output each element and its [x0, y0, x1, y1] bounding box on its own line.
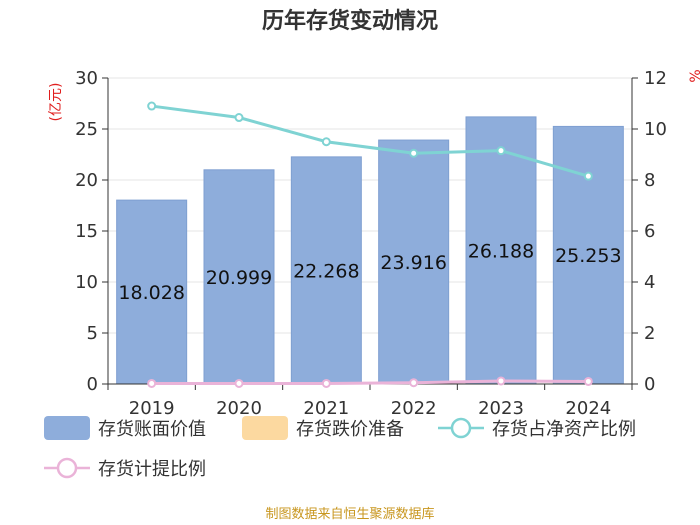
provision-ratio-point-2021	[321, 378, 331, 388]
y-left-unit-label: (亿元)	[48, 83, 64, 122]
net-asset-ratio-point-2019	[147, 101, 157, 111]
legend-label: 存货占净资产比例	[492, 419, 636, 440]
legend-label: 存货账面价值	[98, 419, 206, 440]
legend-item-0[interactable]: 存货账面价值	[44, 416, 206, 440]
provision-ratio-point-2023	[496, 376, 506, 386]
net-asset-ratio-point-2022	[409, 148, 419, 158]
bar-value-label-2020: 20.999	[206, 267, 272, 289]
x-tick-label-2023: 2023	[478, 398, 524, 419]
legend-label: 存货跌价准备	[296, 419, 404, 440]
x-tick-label-2019: 2019	[129, 398, 175, 419]
y-left-tick-label: 5	[87, 323, 98, 344]
bar-2021	[290, 156, 362, 385]
legend-item-1[interactable]: 存货跌价准备	[242, 416, 404, 440]
y-right-tick-label: 6	[644, 221, 655, 242]
net-asset-ratio-point-2020	[234, 113, 244, 123]
x-tick-label-2022: 2022	[391, 398, 437, 419]
y-left-tick-label: 0	[87, 374, 98, 395]
net-asset-ratio-point-2024	[583, 171, 593, 181]
provision-ratio-point-2019	[147, 378, 157, 388]
provision-ratio-point-2024	[583, 376, 593, 386]
label-layer: 18.028 20.999 22.268 23.916 26.188 25.253	[118, 240, 621, 304]
chart-title: 历年存货变动情况	[262, 8, 438, 34]
bar-value-label-2023: 26.188	[468, 240, 534, 262]
x-tick-label-2020: 2020	[216, 398, 262, 419]
net-asset-ratio-point-2021	[321, 137, 331, 147]
line-layer	[147, 101, 593, 388]
legend-item-2[interactable]: 存货占净资产比例	[438, 417, 636, 440]
bar-layer	[116, 116, 624, 385]
legend-swatch-marker	[56, 457, 78, 479]
y-left-tick-label: 20	[75, 170, 98, 191]
axis-layer: 0 5 10 15 20 25 30 0 2 4 6 8 10 12 2019 2020 2021 2022 202…	[75, 68, 667, 419]
y-right-tick-label: 10	[644, 119, 667, 140]
y-right-tick-label: 4	[644, 272, 655, 293]
bar-value-label-2022: 23.916	[380, 252, 446, 274]
bar-2023	[465, 116, 537, 385]
y-left-tick-label: 30	[75, 68, 98, 89]
bar-2020	[203, 169, 275, 385]
net-asset-ratio-line	[151, 104, 589, 178]
net-asset-ratio-point-2023	[496, 146, 506, 156]
y-left-tick-label: 25	[75, 119, 98, 140]
legend-label: 存货计提比例	[98, 459, 206, 480]
y-right-unit-label: %	[688, 69, 700, 82]
y-right-tick-label: 0	[644, 374, 655, 395]
bar-value-label-2021: 22.268	[293, 260, 359, 282]
x-tick-label-2024: 2024	[565, 398, 611, 419]
y-left-tick-label: 15	[75, 221, 98, 242]
bar-value-label-2024: 25.253	[555, 245, 621, 267]
y-right-tick-label: 12	[644, 68, 667, 89]
source-note: 制图数据来自恒生聚源数据库	[265, 506, 434, 522]
provision-ratio-point-2020	[234, 378, 244, 388]
y-right-tick-label: 8	[644, 170, 655, 191]
legend-swatch-marker	[450, 417, 472, 439]
bar-value-label-2019: 18.028	[118, 282, 184, 304]
y-left-tick-label: 10	[75, 272, 98, 293]
legend-swatch	[242, 416, 288, 440]
provision-ratio-line	[151, 379, 589, 385]
x-tick-label-2021: 2021	[303, 398, 349, 419]
provision-ratio-point-2022	[409, 378, 419, 388]
grid-layer	[108, 77, 632, 334]
legend-item-3[interactable]: 存货计提比例	[44, 457, 206, 480]
y-right-tick-label: 2	[644, 323, 655, 344]
legend-swatch	[44, 416, 90, 440]
bar-2022	[378, 139, 450, 385]
